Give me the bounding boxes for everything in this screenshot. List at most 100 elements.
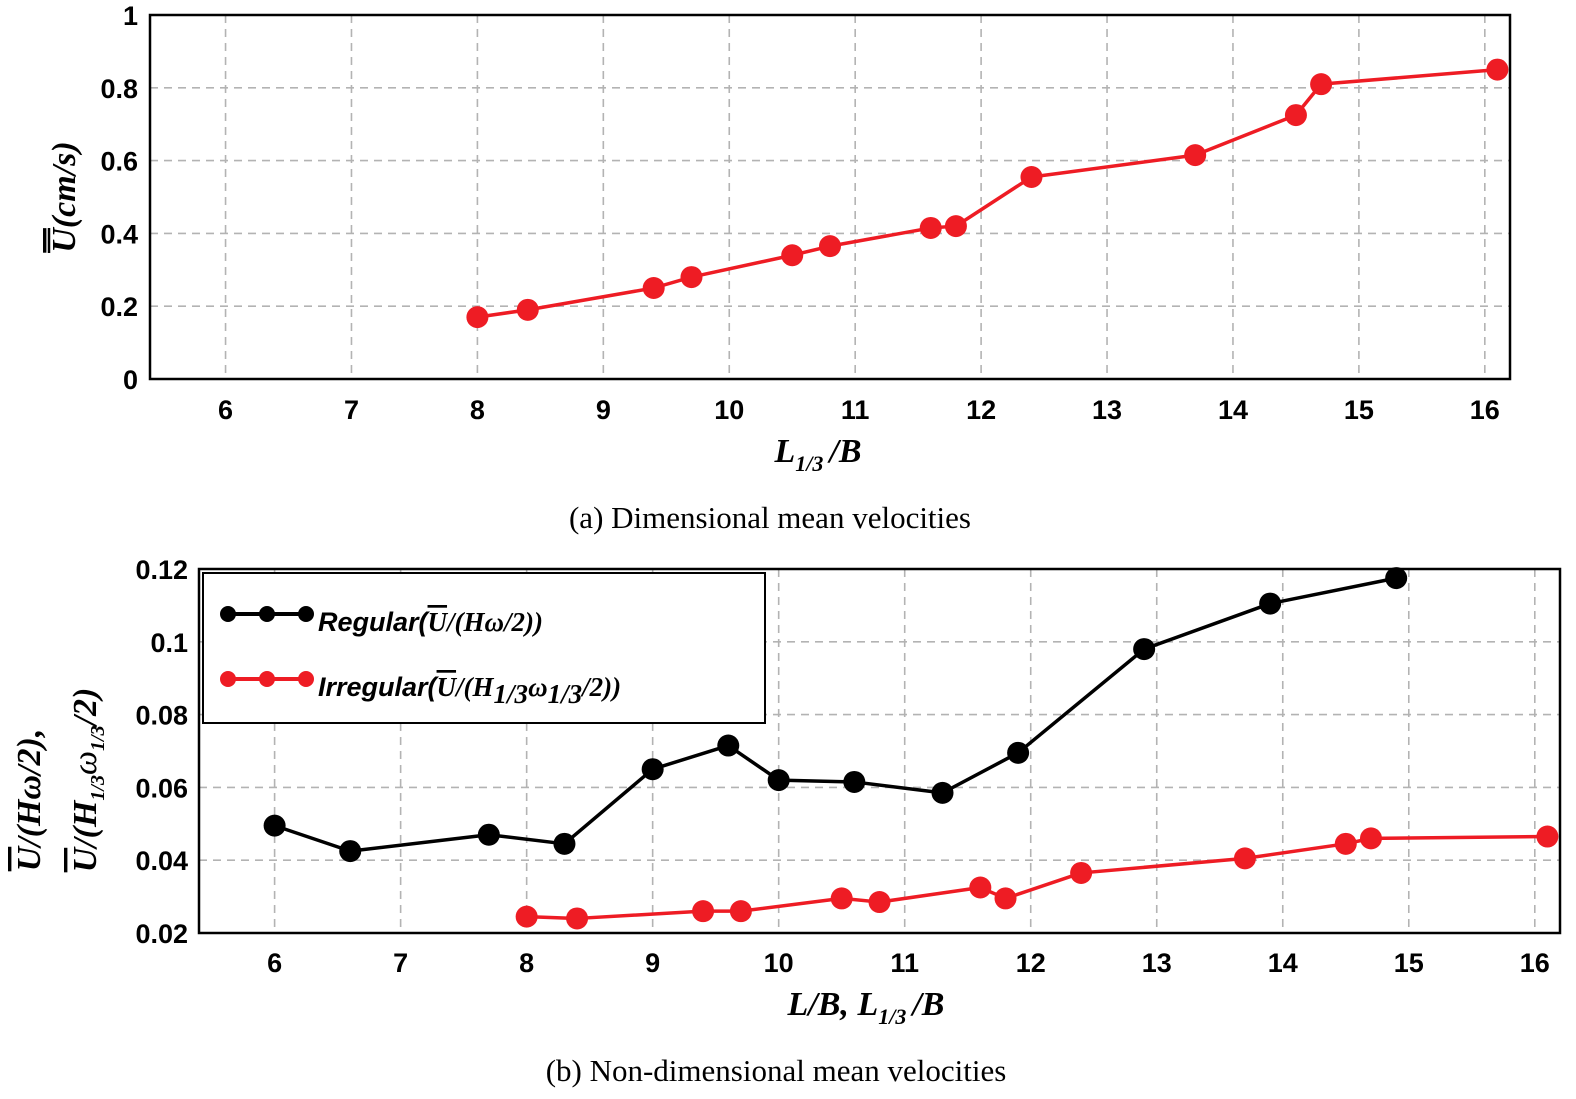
chart-b-y-tick-label: 0.08 bbox=[135, 701, 188, 731]
chart-b-point-regular bbox=[641, 758, 664, 781]
chart-a-plot-frame bbox=[148, 13, 1512, 381]
legend-regular-u: U bbox=[428, 607, 449, 637]
legend-regular-marker bbox=[220, 606, 236, 622]
chart-a-x-tick-label: 12 bbox=[966, 395, 996, 425]
chart-b-point-regular bbox=[843, 770, 866, 793]
chart-b-x-tick-label: 6 bbox=[267, 948, 282, 978]
chart-b-point-regular bbox=[263, 814, 286, 837]
chart-b-point-irregular bbox=[868, 891, 891, 914]
chart-b-legend: Regular(U/(Hω/2)) Irregular(U/(H1/3ω1/3/… bbox=[202, 572, 766, 724]
chart-b-y-tick-label: 0.1 bbox=[150, 628, 188, 658]
legend-irregular-omega: ω bbox=[528, 672, 548, 702]
legend-irregular-label: Irregular(U/(H1/3ω1/3/2)) bbox=[318, 672, 621, 709]
chart-b-x-tick-label: 14 bbox=[1268, 948, 1298, 978]
chart-a-y-label-unit: (cm/s) bbox=[46, 141, 83, 228]
legend-irregular-marker bbox=[220, 671, 236, 687]
legend-irregular-tail: /2)) bbox=[580, 672, 621, 702]
chart-b-y-ticks: 0.02 0.04 0.06 0.08 0.1 0.12 bbox=[135, 555, 188, 949]
chart-a-point-dimensional-mean-velocity bbox=[680, 266, 703, 289]
chart-a-point-dimensional-mean-velocity bbox=[466, 306, 489, 329]
chart-b-series bbox=[263, 567, 1559, 930]
chart-a-series-line-dimensional-mean-velocity bbox=[477, 67, 1498, 319]
chart-b-y-label1-u: U bbox=[11, 844, 48, 871]
svg-text:U(cm/s): U(cm/s) bbox=[46, 141, 83, 252]
chart-a-x-tick-label: 11 bbox=[841, 395, 870, 425]
chart-a-y-label-u: U bbox=[46, 226, 83, 253]
legend-regular-label: Regular(U/(Hω/2)) bbox=[318, 607, 543, 637]
legend-irregular-marker bbox=[259, 671, 275, 687]
chart-a-point-dimensional-mean-velocity bbox=[642, 277, 665, 299]
chart-a-x-tick-label: 9 bbox=[596, 395, 611, 425]
chart-b-point-regular bbox=[553, 832, 576, 855]
legend-regular-pre: Regular( bbox=[318, 607, 431, 637]
legend-entry-irregular: Irregular(U/(H1/3ω1/3/2)) bbox=[220, 671, 621, 709]
chart-b-y-axis-label-line1: U/(Hω/2), bbox=[11, 729, 48, 872]
chart-b-x-tick-label: 7 bbox=[393, 948, 408, 978]
chart-b: 0.02 0.04 0.06 0.08 0.1 0.12 6 7 8 9 10 11 12 13 14 15… bbox=[11, 555, 1562, 1088]
chart-b-point-irregular bbox=[969, 876, 992, 899]
chart-b-point-irregular bbox=[729, 900, 752, 923]
chart-b-point-irregular bbox=[1334, 832, 1357, 855]
legend-irregular-pre: Irregular( bbox=[318, 672, 440, 702]
legend-regular-tail: /(Hω/2)) bbox=[445, 607, 543, 637]
chart-b-y-label2-sub2: 1/3 bbox=[87, 725, 109, 751]
legend-irregular-mid: /(H bbox=[454, 672, 494, 702]
chart-b-y-tick-label: 0.04 bbox=[135, 846, 188, 876]
chart-b-caption: (b) Non-dimensional mean velocities bbox=[546, 1053, 1007, 1088]
chart-b-point-regular bbox=[1259, 592, 1282, 615]
chart-a-x-tick-label: 8 bbox=[470, 395, 485, 425]
chart-b-point-irregular bbox=[566, 907, 589, 930]
chart-b-y-tick-label: 0.02 bbox=[135, 919, 188, 949]
chart-a-point-dimensional-mean-velocity bbox=[1284, 104, 1307, 127]
chart-b-point-irregular bbox=[515, 905, 538, 928]
chart-a-point-dimensional-mean-velocity bbox=[781, 244, 804, 267]
chart-a-y-tick-label: 1 bbox=[123, 1, 138, 31]
chart-b-x-tick-label: 10 bbox=[764, 948, 794, 978]
chart-b-x-label-base: L bbox=[856, 986, 878, 1023]
chart-b-y-label2-omega: ω bbox=[67, 751, 104, 775]
chart-b-point-irregular bbox=[994, 887, 1017, 910]
chart-b-y-label2-tail: /2) bbox=[67, 688, 104, 729]
chart-a-x-label-sub: 1/3 bbox=[795, 451, 823, 476]
chart-b-point-irregular bbox=[1233, 847, 1256, 870]
legend-irregular-u: U bbox=[437, 672, 458, 702]
chart-a-point-dimensional-mean-velocity bbox=[1486, 58, 1509, 81]
chart-b-point-regular bbox=[477, 823, 500, 846]
chart-b-point-regular bbox=[1385, 567, 1408, 590]
chart-a-y-tick-label: 0 bbox=[123, 365, 138, 395]
chart-a-point-dimensional-mean-velocity bbox=[1184, 144, 1207, 167]
chart-b-x-tick-label: 12 bbox=[1016, 948, 1046, 978]
chart-b-x-tick-label: 16 bbox=[1520, 948, 1550, 978]
chart-b-y-tick-label: 0.06 bbox=[135, 773, 188, 803]
chart-b-series-line-irregular bbox=[526, 834, 1548, 921]
chart-b-y-label1-tail: /(Hω/2), bbox=[11, 729, 48, 850]
chart-b-point-regular bbox=[1007, 741, 1030, 764]
chart-a-x-tick-label: 7 bbox=[344, 395, 359, 425]
chart-a-x-label-tail: /B bbox=[826, 433, 861, 470]
chart-a-x-tick-label: 14 bbox=[1218, 395, 1248, 425]
chart-a-point-dimensional-mean-velocity bbox=[819, 235, 841, 258]
chart-b-y-label2-sub1: 1/3 bbox=[87, 775, 109, 801]
chart-b-x-label-sub: 1/3 bbox=[878, 1004, 906, 1029]
chart-b-x-label-tail: /B bbox=[909, 986, 944, 1023]
chart-a-x-ticks: 6 7 8 9 10 11 12 13 14 15 16 bbox=[218, 395, 1500, 425]
chart-a-y-tick-label: 0.8 bbox=[100, 74, 138, 104]
legend-irregular-sub1: 1/3 bbox=[494, 679, 529, 709]
chart-a-point-dimensional-mean-velocity bbox=[1020, 165, 1043, 188]
chart-a-point-dimensional-mean-velocity bbox=[516, 298, 539, 321]
chart-b-point-irregular bbox=[1359, 827, 1382, 850]
chart-b-x-label-pre: L/B, bbox=[787, 986, 858, 1023]
chart-a-x-axis-label: L1/3/B bbox=[773, 433, 861, 476]
chart-a-series bbox=[466, 58, 1509, 329]
chart-a-y-tick-label: 0.6 bbox=[100, 147, 138, 177]
chart-a-y-axis-label: U(cm/s) bbox=[46, 141, 83, 252]
legend-irregular-sub2: 1/3 bbox=[548, 679, 583, 709]
chart-b-x-ticks: 6 7 8 9 10 11 12 13 14 15 16 bbox=[267, 948, 1550, 978]
chart-a-point-dimensional-mean-velocity bbox=[1310, 73, 1333, 96]
chart-b-y-label2-u: U bbox=[67, 845, 104, 872]
chart-b-point-irregular bbox=[692, 900, 715, 923]
chart-a-caption: (a) Dimensional mean velocities bbox=[569, 500, 971, 535]
chart-b-x-tick-label: 9 bbox=[645, 948, 660, 978]
chart-a-x-tick-label: 13 bbox=[1092, 395, 1122, 425]
chart-b-point-regular bbox=[339, 840, 362, 863]
